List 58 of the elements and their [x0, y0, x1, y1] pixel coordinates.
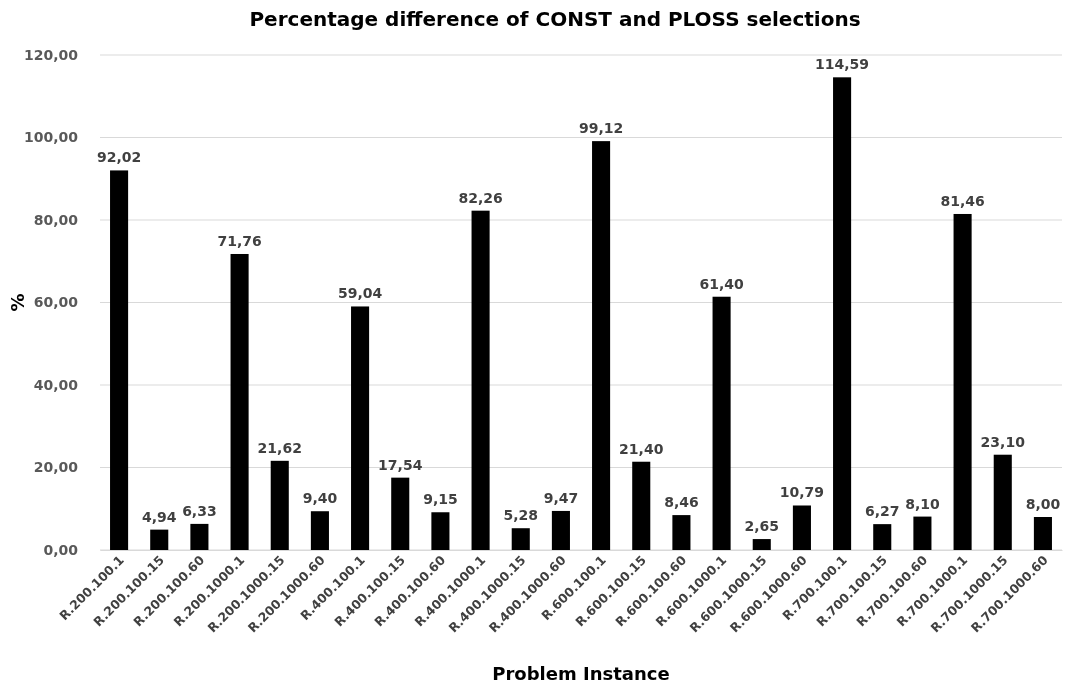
bar — [712, 296, 731, 550]
data-label: 10,79 — [779, 484, 825, 501]
y-tick-label: 120,00 — [23, 46, 79, 63]
bar — [1033, 517, 1052, 550]
bar — [150, 529, 169, 550]
data-label: 21,62 — [257, 439, 302, 456]
y-tick-label: 80,00 — [33, 211, 79, 228]
data-label: 82,26 — [458, 189, 503, 206]
data-label: 9,15 — [423, 491, 458, 508]
data-label: 4,94 — [141, 508, 177, 525]
bar — [833, 77, 852, 550]
data-label: 6,33 — [182, 502, 217, 519]
bar — [270, 460, 289, 550]
data-label: 61,40 — [699, 275, 744, 292]
bar — [230, 253, 249, 550]
y-tick-label: 40,00 — [33, 376, 79, 393]
data-label: 99,12 — [578, 120, 624, 137]
data-label: 114,59 — [815, 56, 870, 73]
data-label: 6,27 — [864, 503, 900, 520]
data-label: 23,10 — [980, 433, 1026, 450]
bar — [632, 461, 651, 550]
bar — [431, 512, 450, 550]
data-label: 5,28 — [503, 507, 539, 524]
data-label: 17,54 — [378, 456, 423, 473]
bar — [873, 524, 892, 550]
data-label: 71,76 — [217, 232, 262, 249]
bar — [511, 528, 530, 550]
bar — [672, 515, 691, 550]
bar — [953, 213, 972, 550]
data-label: 92,02 — [96, 149, 142, 166]
data-label: 21,40 — [619, 440, 664, 457]
data-label: 8,46 — [664, 494, 699, 511]
x-axis-title: Problem Instance — [492, 663, 670, 684]
bar — [310, 511, 329, 550]
bar — [471, 210, 490, 550]
data-label: 9,40 — [302, 490, 338, 507]
chart-title: Percentage difference of CONST and PLOSS selections — [249, 7, 861, 31]
y-axis-title: % — [7, 293, 28, 312]
bar — [551, 510, 570, 550]
bar — [752, 539, 771, 550]
bar — [792, 505, 811, 550]
bar — [913, 516, 932, 550]
bar — [110, 170, 129, 550]
data-label: 8,00 — [1025, 496, 1061, 512]
bar — [592, 141, 611, 550]
bar — [391, 477, 410, 550]
data-label: 2,65 — [744, 518, 780, 535]
data-label: 9,47 — [543, 489, 579, 506]
bar — [190, 523, 209, 550]
data-label: 8,10 — [905, 495, 940, 512]
y-tick-label: 0,00 — [43, 541, 79, 558]
bar — [993, 454, 1012, 550]
data-label: 59,04 — [337, 285, 383, 302]
y-tick-label: 60,00 — [33, 294, 79, 311]
bar — [351, 306, 370, 550]
y-tick-label: 20,00 — [33, 459, 79, 476]
data-label: 81,46 — [940, 192, 985, 209]
y-tick-label: 100,00 — [23, 129, 79, 146]
